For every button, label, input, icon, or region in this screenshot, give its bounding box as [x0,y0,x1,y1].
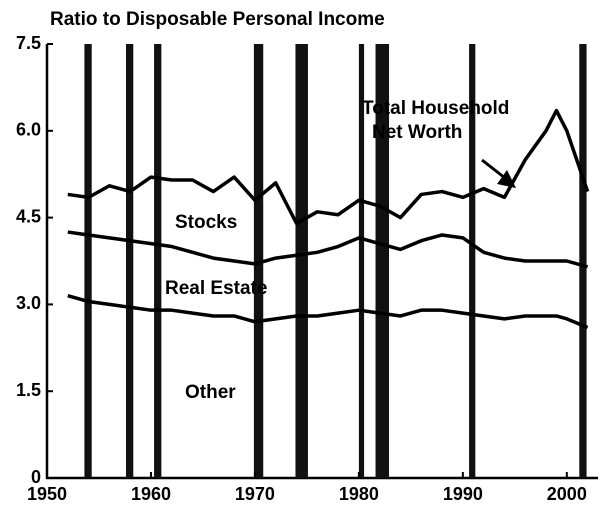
series-label: Other [185,382,236,403]
recession-band [469,44,476,478]
recession-band [358,44,365,478]
x-tick-label: 1990 [443,484,483,504]
series-line [67,230,589,269]
series-label: Stocks [175,212,237,233]
y-tick-label: 6.0 [16,120,41,140]
y-tick-label: 3.0 [16,293,41,313]
annotation-arrow [481,158,506,180]
x-tick-label: 1960 [131,484,171,504]
x-tick-label: 1970 [235,484,275,504]
y-tick-label: 4.5 [16,206,41,226]
recession-band [84,44,92,478]
recession-band [126,44,134,478]
recession-band [295,44,308,478]
chart-title: Ratio to Disposable Personal Income [50,9,385,30]
series-line [67,108,590,226]
recession-band [375,44,390,478]
series-label: Real Estate [165,278,267,299]
recession-band [253,44,264,478]
annotation: Net Worth [372,122,462,143]
x-tick-label: 1950 [27,484,67,504]
recession-band [154,44,162,478]
y-tick-label: 0 [31,467,41,487]
x-tick-label: 1980 [339,484,379,504]
y-tick-label: 1.5 [16,380,41,400]
y-tick-label: 7.5 [16,33,41,53]
series-line [67,294,589,330]
annotation: Total Household [362,98,509,119]
x-tick-label: 2000 [547,484,587,504]
recession-band [579,44,587,478]
